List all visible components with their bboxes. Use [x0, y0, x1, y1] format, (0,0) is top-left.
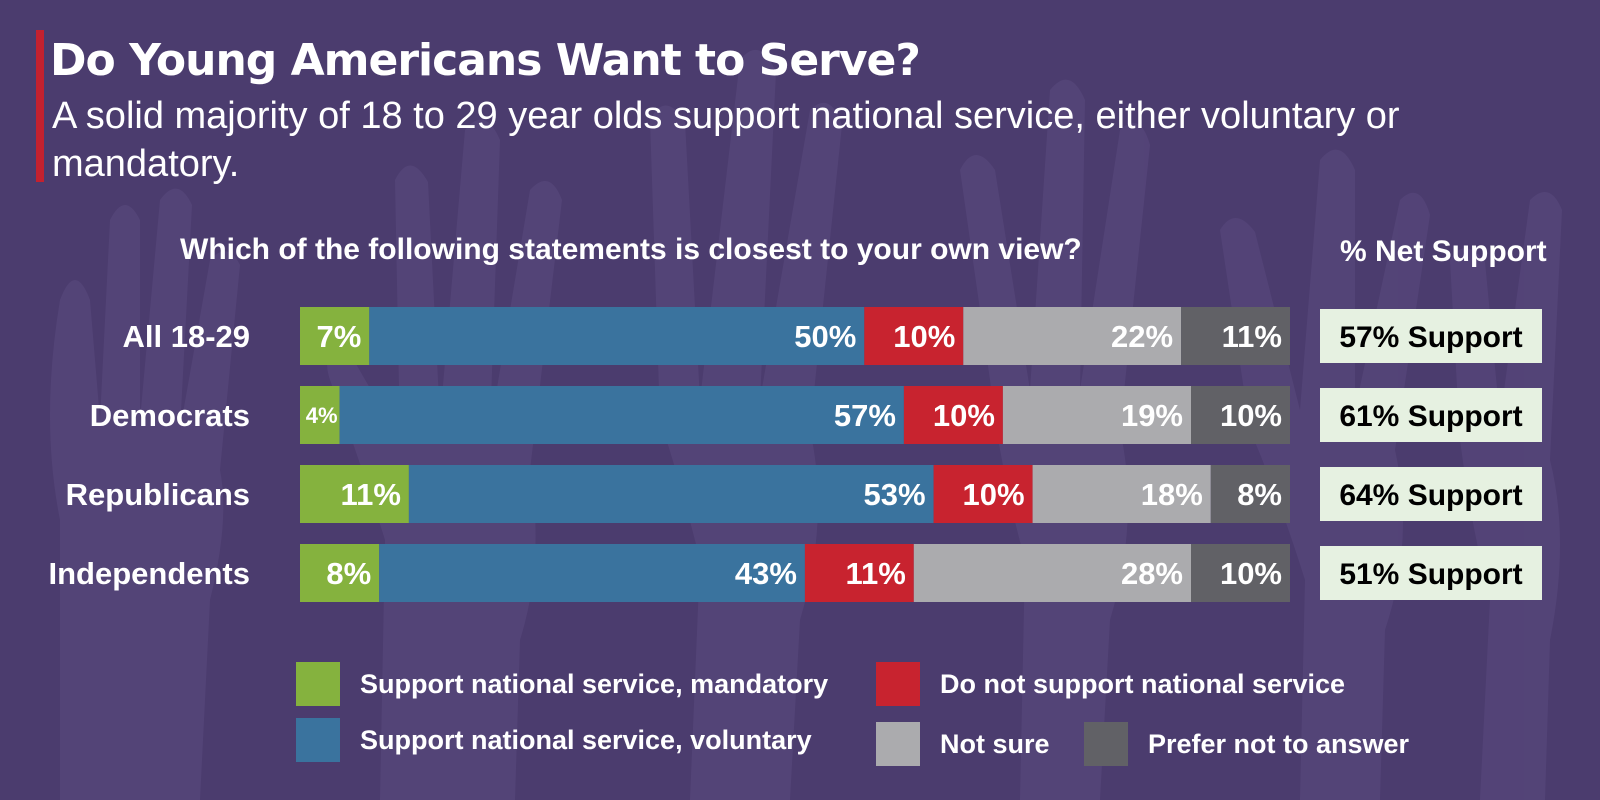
net-support-value-independents: 51% Support: [1339, 558, 1522, 591]
data-label-republicans-support-national-service-mandatory: 11%: [341, 477, 401, 512]
bar-segment-all-18-29-support-national-service-voluntary: [369, 307, 865, 365]
bar-segment-republicans-do-not-support-national-service: [933, 465, 1033, 523]
net-support-box-all-18-29: [1320, 309, 1542, 363]
bar-segment-republicans-prefer-not-to-answer: [1210, 465, 1290, 523]
bar-segment-independents-not-sure: [913, 544, 1191, 602]
bar-segment-democrats-not-sure: [1002, 386, 1191, 444]
net-support-box-republicans: [1320, 467, 1542, 521]
data-label-all-18-29-do-not-support-national-service: 10%: [893, 319, 955, 354]
page-title: Do Young Americans Want to Serve?: [50, 35, 921, 86]
net-support-header: % Net Support: [1340, 235, 1547, 268]
legend-swatch-support-national-service-voluntary: [296, 718, 340, 762]
data-label-democrats-do-not-support-national-service: 10%: [933, 398, 995, 433]
data-label-republicans-support-national-service-voluntary: 53%: [864, 477, 926, 512]
data-label-independents-support-national-service-mandatory: 8%: [326, 556, 371, 591]
legend-item-not-sure: Not sure: [876, 722, 1050, 766]
data-label-all-18-29-prefer-not-to-answer: 11%: [1222, 319, 1282, 354]
data-label-all-18-29-support-national-service-voluntary: 50%: [794, 319, 856, 354]
bar-segment-democrats-support-national-service-mandatory: [300, 386, 340, 444]
legend-label-do-not-support-national-service: Do not support national service: [940, 668, 1346, 699]
page-subtitle: A solid majority of 18 to 29 year olds s…: [52, 95, 1400, 185]
legend-swatch-prefer-not-to-answer: [1084, 722, 1128, 766]
legend-label-prefer-not-to-answer: Prefer not to answer: [1148, 728, 1410, 759]
data-label-independents-do-not-support-national-service: 11%: [845, 556, 905, 591]
net-support-value-republicans: 64% Support: [1339, 479, 1522, 512]
data-label-republicans-not-sure: 18%: [1141, 477, 1203, 512]
data-label-all-18-29-not-sure: 22%: [1111, 319, 1173, 354]
net-support-box-democrats: [1320, 388, 1542, 442]
legend-label-support-national-service-mandatory: Support national service, mandatory: [360, 668, 829, 699]
net-support-value-all-18-29: 57% Support: [1339, 321, 1522, 354]
title-accent-bar: [36, 30, 44, 182]
bar-segment-all-18-29-do-not-support-national-service: [864, 307, 964, 365]
legend-item-support-national-service-voluntary: Support national service, voluntary: [296, 718, 812, 762]
legend-item-prefer-not-to-answer: Prefer not to answer: [1084, 722, 1409, 766]
bar-segment-democrats-support-national-service-voluntary: [339, 386, 904, 444]
bar-segment-independents-prefer-not-to-answer: [1191, 544, 1290, 602]
legend-label-support-national-service-voluntary: Support national service, voluntary: [360, 724, 812, 755]
legend-swatch-support-national-service-mandatory: [296, 662, 340, 706]
data-label-democrats-not-sure: 19%: [1121, 398, 1183, 433]
bar-segment-all-18-29-prefer-not-to-answer: [1181, 307, 1290, 365]
bar-segment-independents-support-national-service-voluntary: [379, 544, 805, 602]
bar-segment-democrats-prefer-not-to-answer: [1191, 386, 1290, 444]
category-label-all-18-29: All 18-29: [122, 319, 250, 354]
data-label-democrats-support-national-service-mandatory: 4%: [306, 403, 338, 428]
data-label-all-18-29-support-national-service-mandatory: 7%: [316, 319, 361, 354]
survey-question: Which of the following statements is clo…: [180, 233, 1082, 266]
data-label-republicans-prefer-not-to-answer: 8%: [1237, 477, 1282, 512]
net-support-value-democrats: 61% Support: [1339, 400, 1522, 433]
legend-swatch-do-not-support-national-service: [876, 662, 920, 706]
data-label-independents-support-national-service-voluntary: 43%: [735, 556, 797, 591]
bar-segment-independents-do-not-support-national-service: [804, 544, 914, 602]
data-label-republicans-do-not-support-national-service: 10%: [963, 477, 1025, 512]
category-label-republicans: Republicans: [66, 477, 250, 512]
bar-segment-all-18-29-not-sure: [963, 307, 1182, 365]
bar-segment-independents-support-national-service-mandatory: [300, 544, 380, 602]
legend-label-not-sure: Not sure: [940, 728, 1050, 759]
bar-segment-republicans-support-national-service-voluntary: [408, 465, 934, 523]
category-label-independents: Independents: [48, 556, 250, 591]
net-support-box-independents: [1320, 546, 1542, 600]
bar-segment-all-18-29-support-national-service-mandatory: [300, 307, 370, 365]
bar-segment-republicans-not-sure: [1032, 465, 1211, 523]
data-label-independents-not-sure: 28%: [1121, 556, 1183, 591]
category-label-democrats: Democrats: [90, 398, 250, 433]
legend-item-support-national-service-mandatory: Support national service, mandatory: [296, 662, 828, 706]
bar-segment-republicans-support-national-service-mandatory: [300, 465, 409, 523]
data-label-democrats-support-national-service-voluntary: 57%: [834, 398, 896, 433]
data-label-democrats-prefer-not-to-answer: 10%: [1220, 398, 1282, 433]
legend-item-do-not-support-national-service: Do not support national service: [876, 662, 1345, 706]
legend-swatch-not-sure: [876, 722, 920, 766]
bar-segment-democrats-do-not-support-national-service: [903, 386, 1003, 444]
data-label-independents-prefer-not-to-answer: 10%: [1220, 556, 1282, 591]
